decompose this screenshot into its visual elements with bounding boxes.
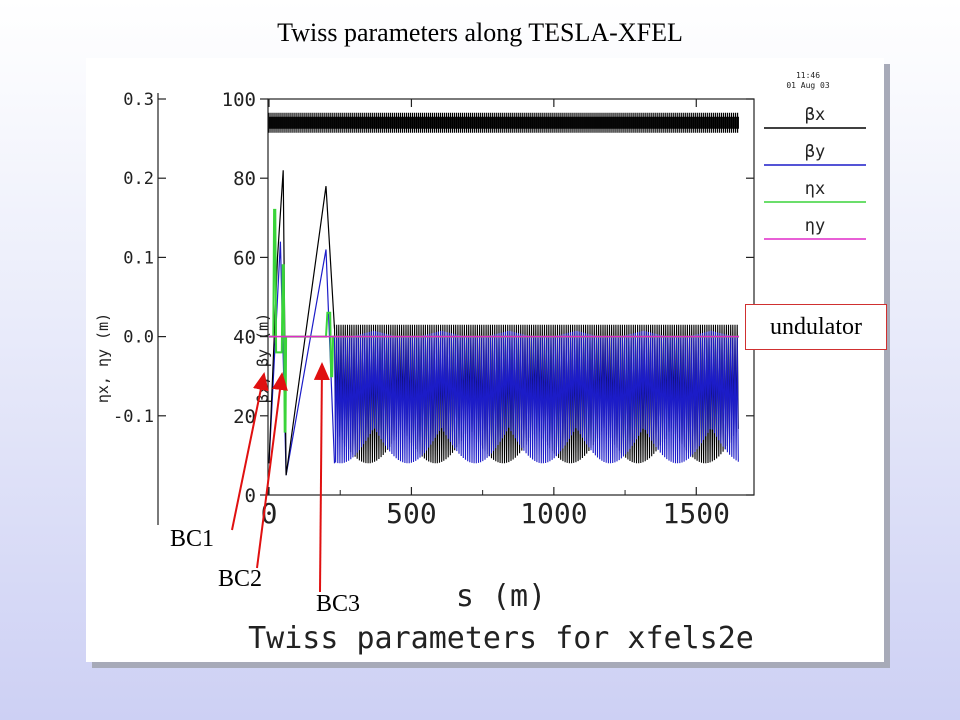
eta-tick-label: 0.2 [123,169,154,189]
x-tick-label: 500 [386,497,437,530]
beta-tick-label: 0 [245,485,256,507]
beta-tick-label: 20 [233,406,256,428]
legend-label-eta_y: ηy [805,216,825,236]
plot-frame [86,58,884,662]
legend-label-beta_x: βx [805,105,825,125]
series-beta-y [333,330,739,464]
plot-area-border [267,98,755,496]
eta-axis-label: ηx, ηy (m) [94,313,112,403]
eta-tick-label: -0.1 [113,407,154,427]
lattice-marker-row [268,112,739,133]
legend-label-beta_y: βy [805,142,825,162]
bc3-label: BC3 [316,591,361,617]
x-tick-label: 0 [261,497,278,530]
twiss-chart: -0.1 0.0 0.1 0.2 0.3 0 20 40 60 80 100 0 500 1000 15… [94,71,866,656]
eta-tick-label: 0.3 [123,90,154,110]
series-eta-x [269,208,739,433]
date-stamp-date: 01 Aug 03 [786,81,830,90]
x-tick-label: 1500 [663,497,730,530]
slide-title: Twiss parameters along TESLA-XFEL [277,18,683,47]
bc2-label: BC2 [218,566,263,592]
date-stamp-time: 11:46 [796,71,820,80]
beta-axis: 0 20 40 60 80 100 [222,89,754,507]
eta-axis: -0.1 0.0 0.1 0.2 0.3 [113,90,166,525]
bc1-label: BC1 [170,526,215,552]
chart-title: Twiss parameters for xfels2e [248,621,754,656]
beta-tick-label: 80 [233,168,256,190]
legend: βx βy ηx ηy [764,105,866,240]
beta-tick-label: 100 [222,89,256,111]
beta-tick-label: 60 [233,247,256,269]
plot-box [267,98,755,496]
eta-tick-label: 0.0 [123,328,154,348]
legend-label-eta_x: ηx [805,179,825,199]
x-axis-label: s (m) [456,579,546,614]
series-beta-x-injector [268,170,336,476]
x-tick-label: 1000 [520,497,587,530]
beta-axis-label: βx, βy (m) [254,313,272,403]
beta-tick-label: 40 [233,327,256,349]
series-group [268,170,739,476]
eta-tick-label: 0.1 [123,248,154,268]
undulator-label: undulator [745,304,887,350]
x-axis: 0 500 1000 1500 [261,99,730,530]
